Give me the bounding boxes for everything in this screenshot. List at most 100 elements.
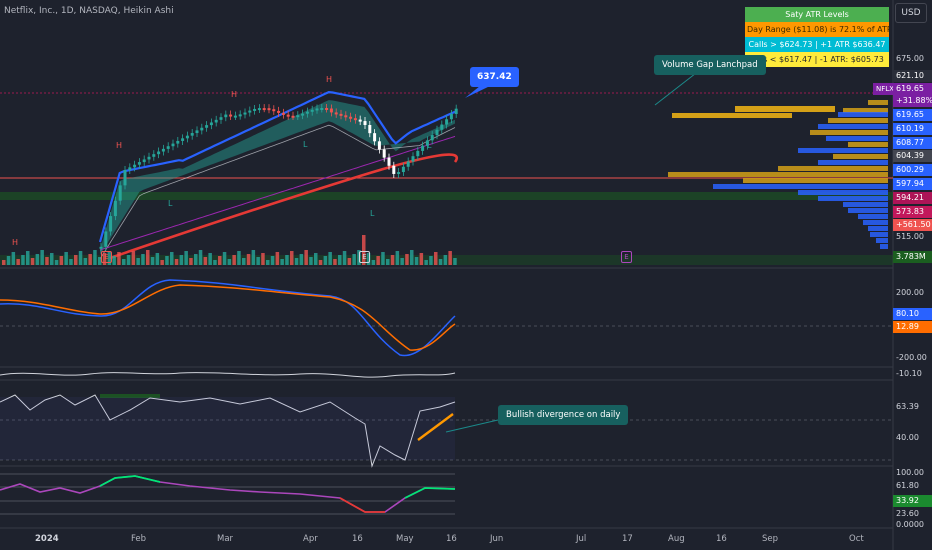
- volume-bar: [26, 251, 30, 265]
- earnings-marker[interactable]: E: [621, 251, 632, 263]
- volume-bar: [232, 255, 236, 265]
- x-axis-label: Jul: [576, 534, 587, 544]
- callout-pointer: [445, 419, 499, 433]
- volume-bar: [74, 255, 78, 265]
- volume-bar: [30, 258, 35, 265]
- candle-body: [368, 125, 372, 134]
- volume-bar: [150, 257, 155, 265]
- volume-bar: [64, 252, 68, 265]
- volume-bar: [136, 258, 140, 265]
- atr-calls: Calls > $624.73 | +1 ATR $636.47: [745, 37, 889, 52]
- volume-bar: [323, 256, 328, 265]
- volume-bar: [318, 260, 323, 265]
- volume-bar: [275, 252, 280, 265]
- x-axis-label: Oct: [849, 534, 864, 544]
- volume-bar: [366, 253, 371, 265]
- candle-body: [421, 145, 425, 151]
- volume-bar: [50, 253, 54, 265]
- volume-bar: [6, 256, 11, 265]
- volume-bar: [242, 258, 246, 265]
- volume-profile-bar: [778, 166, 888, 171]
- volume-bar: [83, 258, 88, 265]
- candle-body: [401, 166, 405, 173]
- volume-bar: [112, 256, 116, 265]
- volume-bar: [410, 250, 414, 265]
- volume-bar: [107, 252, 112, 265]
- candle-body: [123, 170, 127, 186]
- volume-profile-bar: [818, 160, 888, 165]
- volume-profile-bar: [868, 100, 888, 105]
- volume-bar: [419, 253, 424, 265]
- candle-body: [377, 141, 381, 150]
- currency-button[interactable]: USD: [895, 3, 927, 23]
- macd-line: [0, 279, 456, 357]
- candle-body: [137, 162, 141, 165]
- candle-body: [272, 109, 276, 112]
- earnings-marker[interactable]: E: [101, 251, 112, 263]
- high-marker: H: [12, 238, 19, 247]
- candle-body: [133, 164, 137, 168]
- chart-title: Netflix, Inc., 1D, NASDAQ, Heikin Ashi: [4, 6, 174, 16]
- volume-profile-bar: [798, 190, 888, 195]
- volume-bar: [102, 253, 107, 265]
- candle-body: [224, 114, 228, 118]
- candle-body: [118, 185, 122, 201]
- volume-profile-bar: [848, 142, 888, 147]
- candle-body: [411, 156, 415, 162]
- stoch-overbought-segment: [99, 475, 161, 487]
- volume-bar: [395, 251, 400, 265]
- chart-background: [0, 0, 893, 550]
- x-axis-label: Jun: [490, 534, 504, 544]
- volume-bar: [227, 259, 232, 265]
- volume-bar: [386, 259, 390, 265]
- price-axis-label: 619.65: [893, 109, 932, 121]
- volume-profile-bar: [810, 130, 888, 135]
- volume-bar: [11, 252, 16, 265]
- macd-axis-label: 12.89: [893, 321, 932, 333]
- callout-pointer: [654, 69, 701, 106]
- volume-profile-bar: [848, 208, 888, 213]
- price-change-label: +31.88%: [893, 95, 932, 107]
- price-axis-label: 621.10: [893, 70, 932, 82]
- candle-body: [147, 156, 151, 160]
- macd-axis-label: 200.00: [896, 288, 924, 297]
- candle-body: [344, 115, 348, 118]
- volume-bar: [155, 253, 160, 265]
- bullish-divergence-callout[interactable]: Bullish divergence on daily: [498, 405, 629, 425]
- volume-bar: [174, 259, 179, 265]
- volume-bar: [309, 257, 313, 265]
- candle-body: [214, 119, 218, 123]
- candle-body: [238, 114, 242, 117]
- volume-bar: [405, 254, 409, 265]
- candle-body: [113, 200, 117, 217]
- candle-body: [406, 161, 410, 167]
- candle-body: [315, 108, 319, 111]
- volume-bar: [438, 259, 443, 265]
- price-tag-callout[interactable]: 637.42: [470, 67, 519, 87]
- volume-bar: [304, 250, 308, 265]
- candle-body: [425, 140, 429, 146]
- volume-bar: [261, 253, 265, 265]
- volume-bar: [35, 254, 40, 265]
- volume-bar: [160, 260, 164, 265]
- volume-bar: [246, 254, 251, 265]
- volume-bar: [299, 254, 304, 265]
- sma200-line: [109, 153, 458, 260]
- volume-bar: [251, 250, 256, 265]
- volume-gap-callout[interactable]: Volume Gap Lanchpad: [654, 55, 766, 75]
- volume-bar: [213, 260, 217, 265]
- atr-puts: Puts < $617.47 | -1 ATR: $605.73: [745, 52, 889, 67]
- oscillator-line: [0, 372, 456, 378]
- price-tag-pointer: [465, 86, 490, 98]
- earnings-marker[interactable]: E: [359, 251, 370, 263]
- candle-body: [277, 110, 281, 113]
- volume-bar: [218, 256, 222, 265]
- volume-axis-label: 3.783M: [893, 251, 932, 263]
- candle-body: [200, 127, 204, 131]
- price-axis-label: 610.19: [893, 123, 932, 135]
- volume-bar: [237, 251, 241, 265]
- candle-body: [257, 108, 261, 111]
- price-axis-label: 600.29: [893, 164, 932, 176]
- volume-profile-bar: [863, 220, 888, 225]
